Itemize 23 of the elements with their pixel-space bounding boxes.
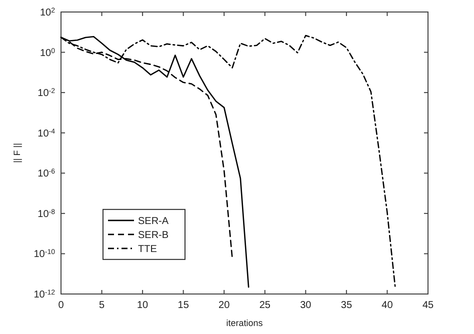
x-tick-label: 10 <box>136 300 149 311</box>
x-tick-label: 25 <box>259 300 271 311</box>
x-tick-label: 0 <box>58 300 64 311</box>
x-tick-label: 15 <box>178 300 190 311</box>
x-tick-label: 40 <box>382 300 394 311</box>
x-axis-title: iterations <box>226 318 264 328</box>
x-tick-label: 5 <box>98 300 105 311</box>
y-tick-label: 10$^{-4}$ <box>38 128 56 140</box>
x-tick-label: 45 <box>422 300 434 311</box>
x-tick-label: 30 <box>300 300 312 311</box>
legend-label: TTE <box>138 244 158 255</box>
y-tick-label: 10$^{-8}$ <box>38 208 56 220</box>
y-axis-title: || F || <box>12 143 22 163</box>
legend-label: SER-B <box>138 230 169 241</box>
x-tick-label: 20 <box>218 300 230 311</box>
y-tick-label: 10$^{2}$ <box>40 7 56 18</box>
y-tick-label: 10$^{-10}$ <box>34 248 56 260</box>
y-tick-label: 10$^{-6}$ <box>38 168 56 180</box>
x-tick-label: 35 <box>340 300 352 311</box>
y-tick-label: 10$^{-12}$ <box>34 289 56 300</box>
y-tick-label: 10$^{-2}$ <box>38 88 56 100</box>
y-tick-label: 10$^{0}$ <box>40 47 56 59</box>
legend-label: SER-A <box>138 216 169 227</box>
